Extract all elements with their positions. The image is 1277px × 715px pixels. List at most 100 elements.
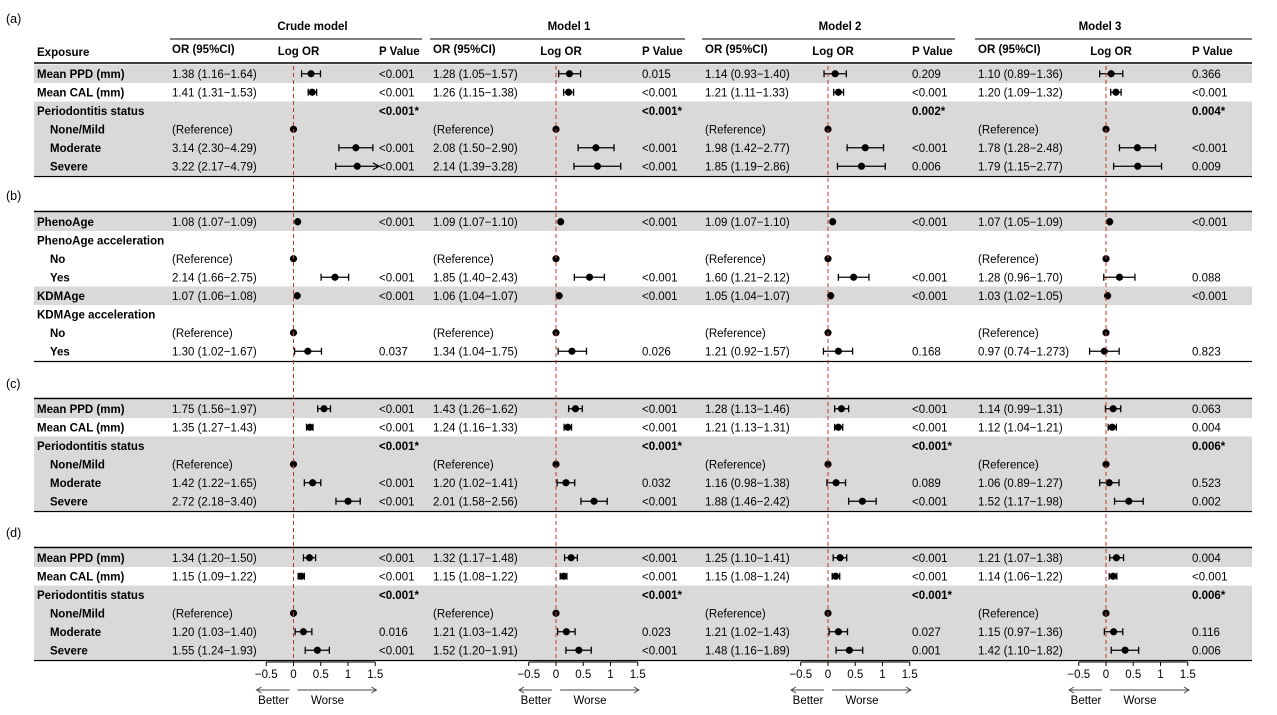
row-label: Periodontitis status xyxy=(37,590,144,602)
p-value: 0.009 xyxy=(1192,161,1221,173)
p-value: <0.001 xyxy=(642,161,678,173)
point-estimate xyxy=(289,460,298,468)
p-value: <0.001 xyxy=(912,404,948,416)
or-value: 1.41 (1.31−1.53) xyxy=(172,87,257,99)
p-value: <0.001 xyxy=(1192,571,1228,583)
p-value: <0.001* xyxy=(912,441,952,453)
worse-label: Worse xyxy=(845,695,878,707)
or-value: 1.15 (0.97−1.36) xyxy=(978,627,1063,639)
p-value: <0.001 xyxy=(912,291,948,303)
or-value: 1.14 (1.06−1.22) xyxy=(978,571,1063,583)
point-estimate xyxy=(829,218,837,226)
p-value: 0.016 xyxy=(379,627,408,639)
p-value: <0.001* xyxy=(379,590,419,602)
p-value: <0.001 xyxy=(912,571,948,583)
or-value: (Reference) xyxy=(978,608,1039,620)
p-value: 0.002 xyxy=(1192,496,1221,508)
p-value: 0.026 xyxy=(642,346,671,358)
p-value: 0.023 xyxy=(642,627,671,639)
or-value: 1.10 (0.89−1.36) xyxy=(978,69,1063,81)
or-value: (Reference) xyxy=(978,124,1039,136)
point-estimate xyxy=(837,405,846,413)
p-value: 0.027 xyxy=(912,627,941,639)
row-label: Mean CAL (mm) xyxy=(37,571,124,583)
row-label: KDMAge acceleration xyxy=(37,309,155,321)
or-value: (Reference) xyxy=(705,254,766,266)
tick-label: 1 xyxy=(879,669,885,681)
x-axis: −0.5 0 0.5 1 1.5 Better Worse xyxy=(255,661,383,707)
worse-label: Worse xyxy=(1123,695,1156,707)
panel-label: (a) xyxy=(6,12,21,26)
or-value: 1.34 (1.04−1.75) xyxy=(433,346,518,358)
p-value: <0.001 xyxy=(912,217,948,229)
or-value: 1.35 (1.27−1.43) xyxy=(172,422,257,434)
p-value: <0.001 xyxy=(912,553,948,565)
or-value: 1.15 (1.08−1.24) xyxy=(705,571,790,583)
tick-label: 0.5 xyxy=(313,669,329,681)
or-column-header: OR (95%CI) xyxy=(433,44,496,56)
row-label: Severe xyxy=(50,496,88,508)
point-estimate xyxy=(1107,70,1115,78)
point-estimate xyxy=(567,554,575,562)
tick-label: 0 xyxy=(825,669,831,681)
point-estimate xyxy=(850,273,858,281)
or-value: 1.52 (1.20−1.91) xyxy=(433,645,518,657)
p-value: <0.001 xyxy=(912,496,948,508)
row-shade xyxy=(34,286,1252,305)
or-value: 1.21 (1.11−1.33) xyxy=(705,87,789,99)
or-value: (Reference) xyxy=(433,608,494,620)
row-label: Mean PPD (mm) xyxy=(37,553,125,565)
row-label: Mean CAL (mm) xyxy=(37,422,124,434)
or-value: 1.05 (1.04−1.07) xyxy=(705,291,790,303)
p-value: <0.001 xyxy=(642,571,678,583)
or-value: (Reference) xyxy=(705,459,766,471)
tick-label: 1.5 xyxy=(1180,669,1196,681)
row-label: Yes xyxy=(50,346,70,358)
point-estimate xyxy=(836,554,844,562)
point-estimate xyxy=(1134,162,1142,170)
p-value: <0.001* xyxy=(642,106,682,118)
tick-label: 0.5 xyxy=(1125,669,1141,681)
or-value: 1.48 (1.16−1.89) xyxy=(705,645,790,657)
or-value: 1.24 (1.16−1.33) xyxy=(433,422,518,434)
point-estimate xyxy=(1112,554,1120,562)
tick-label: 1.5 xyxy=(367,669,383,681)
or-value: 1.20 (1.03−1.40) xyxy=(172,627,257,639)
point-estimate xyxy=(555,292,563,300)
point-estimate xyxy=(832,479,840,487)
or-value: (Reference) xyxy=(978,328,1039,340)
point-estimate xyxy=(575,646,583,654)
or-value: 1.55 (1.24−1.93) xyxy=(172,645,257,657)
point-estimate xyxy=(1109,572,1117,580)
or-value: 1.28 (0.96−1.70) xyxy=(978,272,1063,284)
point-estimate xyxy=(557,218,565,226)
or-value: 1.20 (1.09−1.32) xyxy=(978,87,1063,99)
or-value: 1.52 (1.17−1.98) xyxy=(978,496,1063,508)
point-estimate xyxy=(344,497,352,505)
p-value: <0.001 xyxy=(912,87,948,99)
x-axis: −0.5 0 0.5 1 1.5 Better Worse xyxy=(789,661,918,707)
or-value: 1.03 (1.02−1.05) xyxy=(978,291,1063,303)
point-estimate xyxy=(1112,88,1120,96)
tick-label: 0 xyxy=(290,669,296,681)
or-value: (Reference) xyxy=(172,124,233,136)
point-estimate xyxy=(308,88,316,96)
point-estimate xyxy=(827,292,835,300)
row-shade xyxy=(34,455,1252,474)
or-value: (Reference) xyxy=(172,254,233,266)
or-value: 1.28 (1.13−1.46) xyxy=(705,404,790,416)
point-estimate xyxy=(568,347,576,355)
row-shade xyxy=(34,585,1252,604)
panel-label: (b) xyxy=(6,189,21,203)
p-value: 0.006 xyxy=(912,161,941,173)
point-estimate xyxy=(571,405,580,413)
p-value: 0.366 xyxy=(1192,69,1221,81)
tick-label: 1.5 xyxy=(902,669,918,681)
x-axis: −0.5 0 0.5 1 1.5 Better Worse xyxy=(1067,661,1196,707)
row-shade xyxy=(34,64,1252,83)
p-value: <0.001 xyxy=(379,478,415,490)
point-estimate xyxy=(1104,292,1112,300)
point-estimate xyxy=(304,347,312,355)
p-value: <0.001 xyxy=(379,404,415,416)
